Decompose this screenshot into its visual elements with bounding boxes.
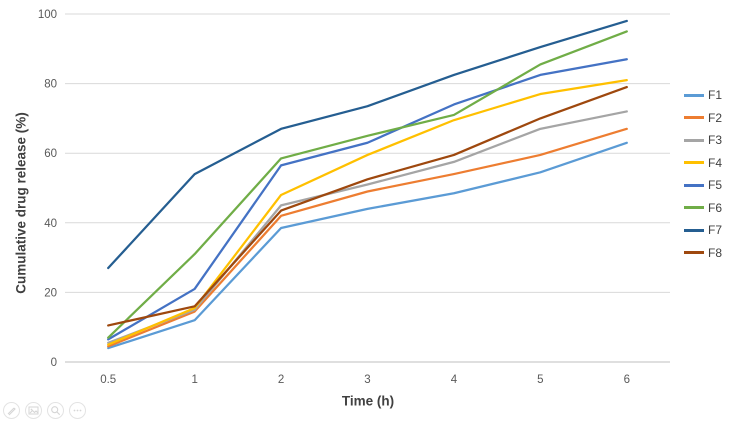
legend-swatch: [684, 116, 704, 119]
legend-label: F4: [708, 155, 723, 170]
edit-icon: [6, 405, 17, 416]
legend-label: F2: [708, 110, 723, 125]
y-tick-label: 60: [44, 148, 57, 160]
x-tick-label: 3: [364, 374, 370, 386]
legend-label: F5: [708, 178, 723, 192]
legend-item-f7: F7: [684, 223, 722, 237]
zoom-icon: [50, 405, 61, 416]
y-tick-label: 80: [44, 79, 57, 91]
legend-swatch: [684, 206, 704, 209]
series-line-f4: [107, 78, 628, 346]
legend-swatch: [684, 93, 704, 97]
more-button[interactable]: [69, 402, 86, 419]
legend-item-f8: F8: [684, 246, 722, 260]
more-icon: [72, 405, 83, 416]
legend-item-f3: F3: [684, 133, 722, 147]
x-tick-label: 6: [624, 374, 630, 386]
series-line-f3: [107, 110, 628, 344]
x-tick-label: 2: [278, 374, 284, 386]
x-tick-label: 1: [191, 374, 197, 386]
legend-swatch: [684, 161, 704, 164]
legend-item-f6: F6: [684, 201, 722, 215]
image-button[interactable]: [25, 402, 42, 419]
legend-swatch: [684, 251, 704, 254]
y-tick-label: 20: [44, 287, 57, 299]
legend-label: F8: [708, 245, 723, 260]
legend-label: F6: [708, 200, 723, 215]
legend-item-f1: F1: [684, 88, 722, 102]
series-line-f5: [107, 58, 628, 341]
legend-item-f2: F2: [684, 111, 722, 125]
y-tick-label: 40: [44, 218, 57, 230]
series-line-f1: [107, 141, 628, 350]
x-axis-title: Time (h): [341, 393, 395, 409]
series-line-f8: [107, 85, 628, 327]
legend-swatch: [684, 228, 704, 232]
x-tick-label: 4: [451, 374, 458, 386]
image-icon: [28, 405, 39, 416]
legend-swatch: [684, 183, 704, 187]
legend-label: F1: [708, 88, 723, 102]
legend: F1 F2 F3 F4 F5 F6 F7 F8: [684, 88, 722, 260]
zoom-button[interactable]: [47, 402, 64, 419]
legend-label: F7: [708, 223, 723, 237]
legend-item-f5: F5: [684, 178, 722, 192]
y-tick-label: 100: [38, 9, 57, 21]
legend-swatch: [684, 138, 704, 142]
series-line-f2: [107, 127, 628, 348]
x-tick-label: 0.5: [100, 374, 116, 386]
legend-item-f4: F4: [684, 156, 722, 170]
legend-label: F3: [708, 133, 723, 147]
y-axis-title: Cumulative drug release (%): [13, 112, 29, 294]
y-tick-label: 0: [51, 357, 57, 369]
image-toolbar: [3, 402, 86, 419]
series-line-f7: [107, 19, 628, 270]
edit-button[interactable]: [3, 402, 20, 419]
x-tick-label: 5: [537, 374, 543, 386]
series-line-f6: [107, 30, 628, 339]
